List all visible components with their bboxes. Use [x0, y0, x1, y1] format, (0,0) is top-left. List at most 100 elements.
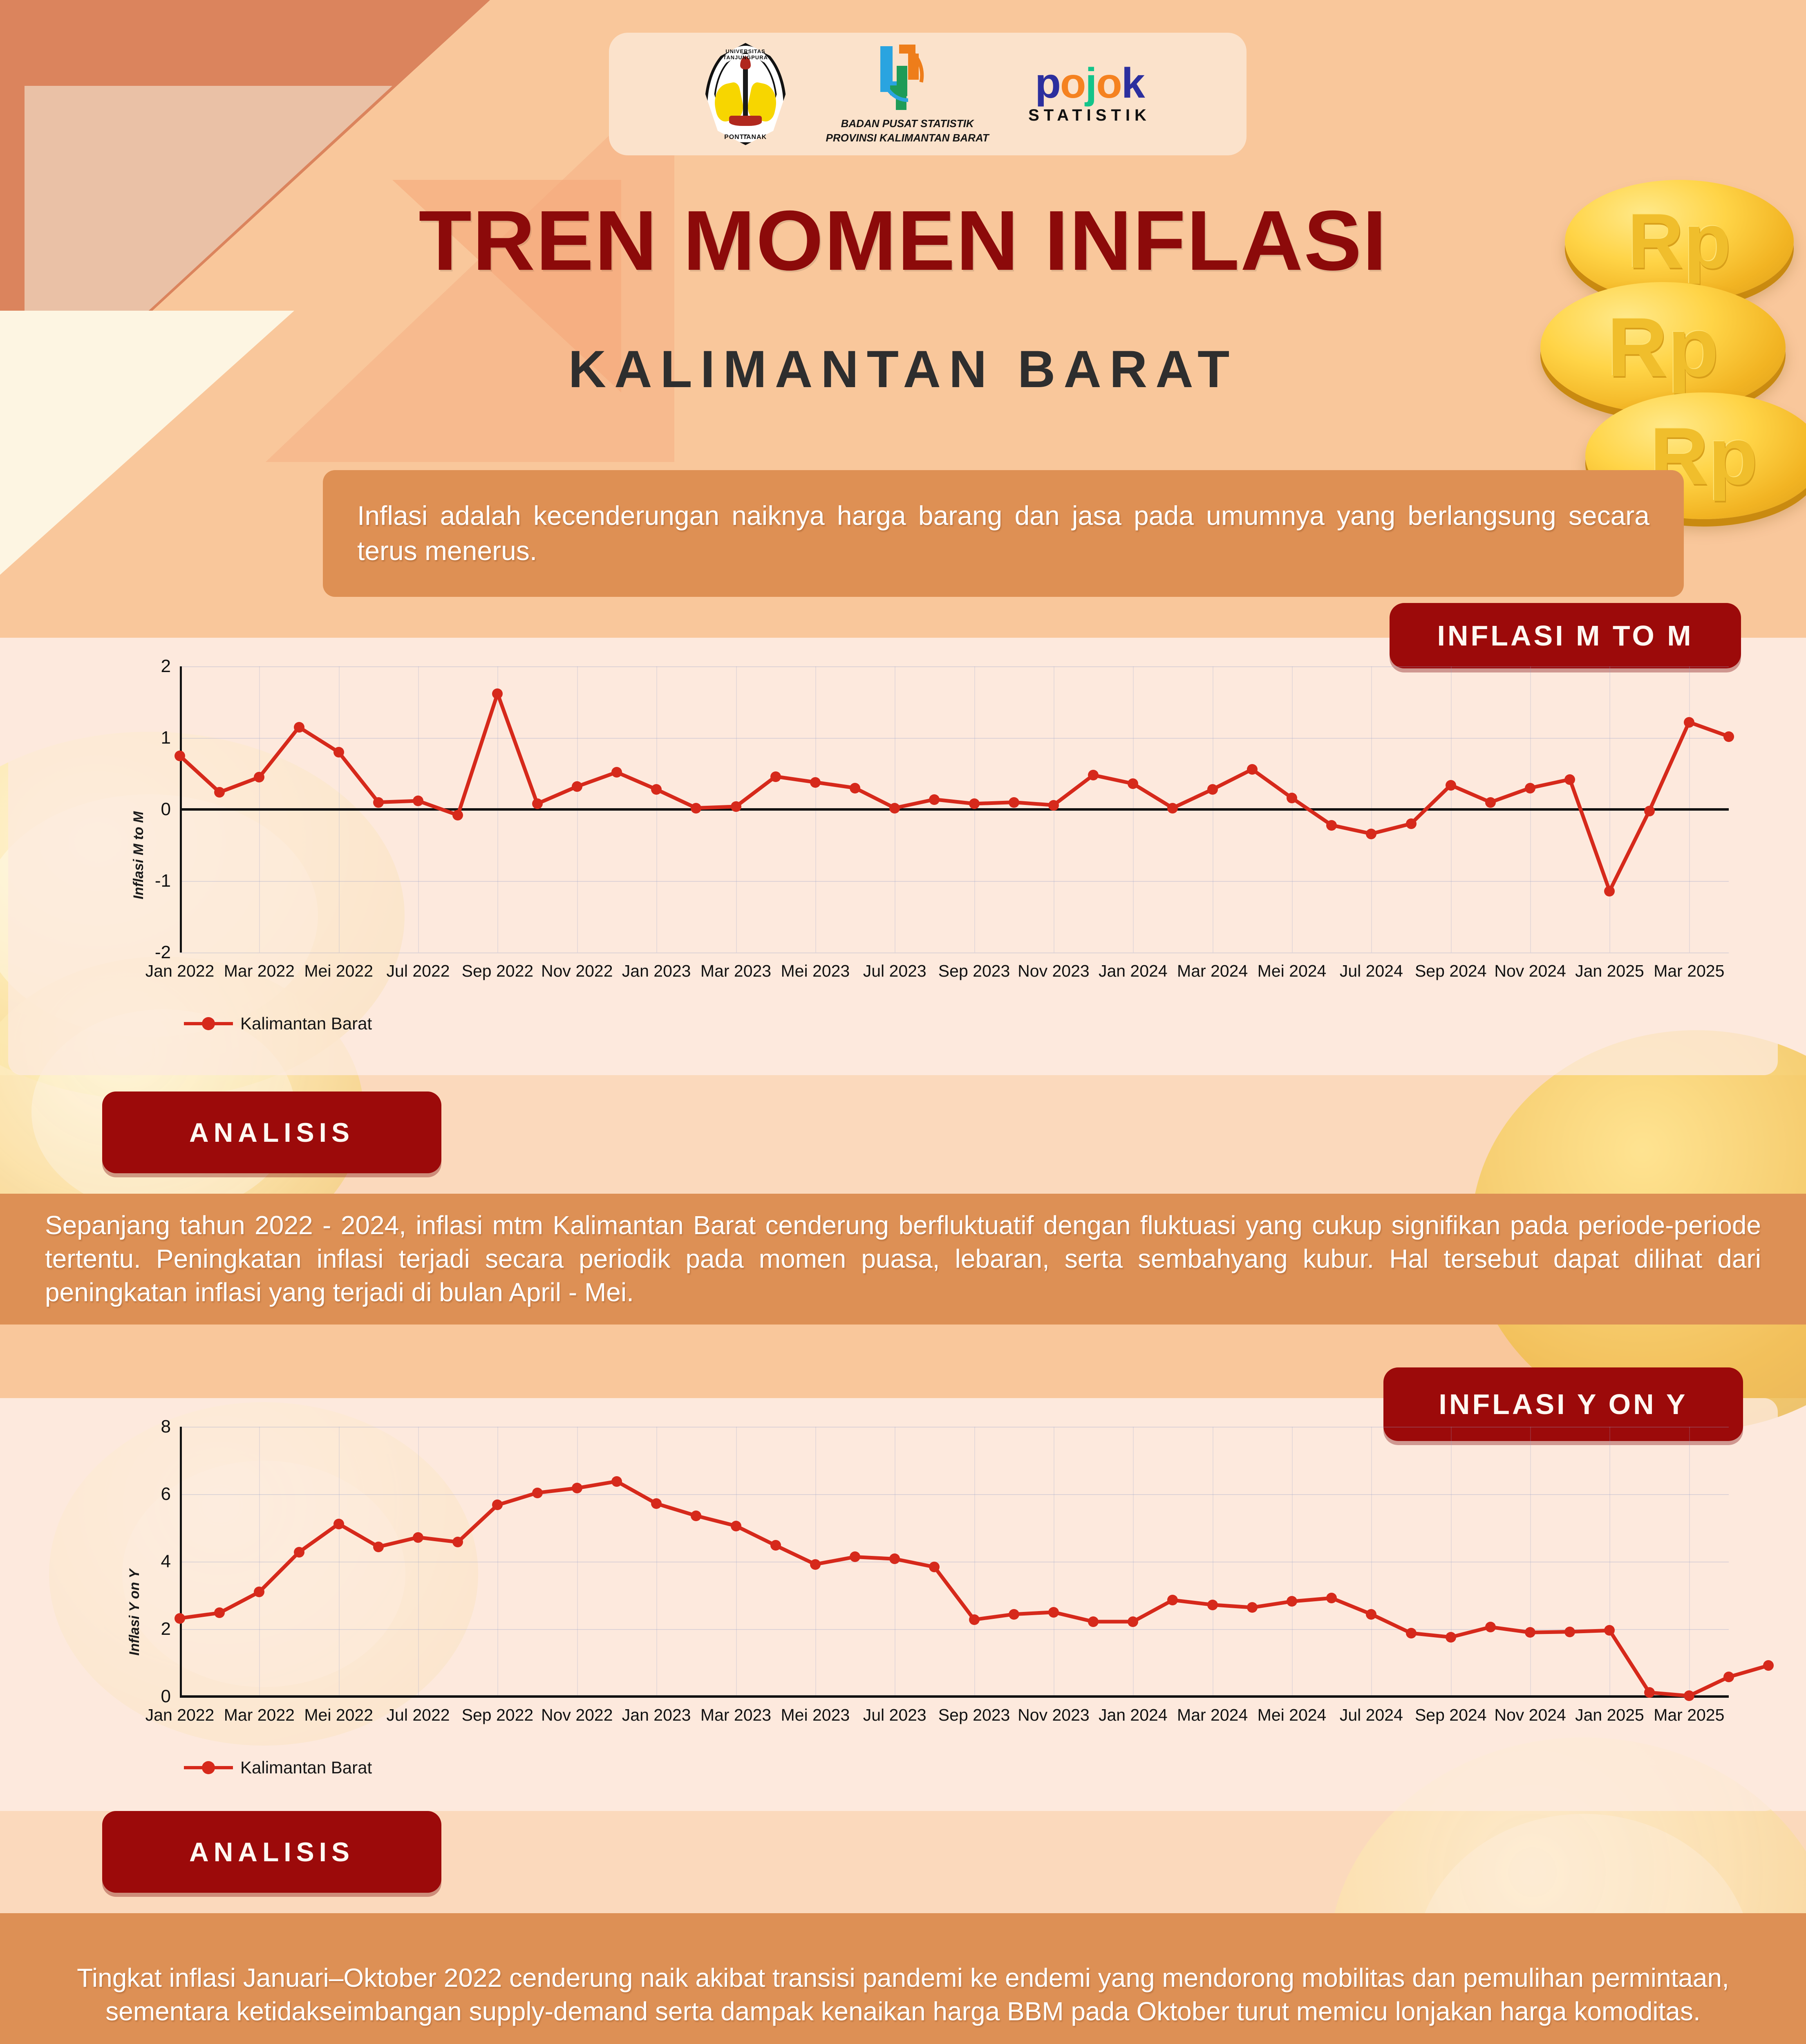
x-axis-tick-label: Mar 2022	[224, 961, 295, 980]
y-axis-tick-label: 1	[161, 728, 171, 748]
chart-m-to-m-legend: Kalimantan Barat	[184, 1014, 372, 1033]
grid-line-vertical	[1609, 1427, 1611, 1697]
badge-analisis-2: ANALISIS	[102, 1811, 441, 1893]
x-axis-tick-label: Mei 2022	[304, 1706, 374, 1724]
data-point	[214, 787, 225, 798]
untan-top-text: UNIVERSITAS TANJUNGPURA	[723, 48, 768, 61]
data-point	[1445, 780, 1456, 791]
x-axis-tick-label: Nov 2023	[1018, 961, 1090, 980]
grid-line-vertical	[1450, 1427, 1452, 1697]
data-point	[1525, 782, 1536, 793]
analysis-band-m-to-m: Sepanjang tahun 2022 - 2024, inflasi mtm…	[0, 1194, 1806, 1325]
grid-line-vertical	[418, 1427, 419, 1697]
data-point	[1644, 1687, 1655, 1698]
data-point	[1008, 797, 1019, 808]
x-axis	[180, 808, 1729, 811]
data-point	[492, 688, 503, 699]
data-point	[730, 1520, 741, 1531]
data-point	[1128, 1616, 1139, 1627]
x-axis-tick-label: Jan 2023	[622, 961, 691, 980]
bps-logo: BADAN PUSAT STATISTIK PROVINSI KALIMANTA…	[821, 43, 993, 145]
legend-label: Kalimantan Barat	[240, 1758, 372, 1777]
data-point	[1604, 1625, 1615, 1636]
x-axis-tick-label: Jul 2022	[386, 1706, 450, 1724]
grid-line-vertical	[1292, 1427, 1293, 1697]
data-point	[254, 772, 265, 783]
x-axis-tick-label: Mei 2022	[304, 961, 374, 980]
x-axis-tick-label: Mar 2023	[700, 1706, 772, 1724]
chart-y-on-y: Inflasi Y on Y 0 2 4 6 8 Jan 2022 Mar 2022 Mei …	[8, 1398, 1778, 1811]
data-point	[850, 1551, 861, 1562]
data-point	[1485, 797, 1496, 808]
page-title: TREN MOMEN INFLASI	[418, 193, 1388, 288]
x-axis-tick-label: Jul 2022	[386, 961, 450, 980]
definition-box: Inflasi adalah kecenderungan naiknya har…	[323, 470, 1684, 597]
y-axis-tick-label: 0	[161, 1686, 171, 1706]
x-axis-tick-label: Nov 2024	[1494, 961, 1566, 980]
x-axis-tick-label: Mei 2024	[1257, 961, 1327, 980]
data-point	[571, 781, 582, 792]
x-axis-tick-label: Mar 2024	[1177, 1706, 1248, 1724]
x-axis-tick-label: Jan 2025	[1575, 961, 1644, 980]
chart-y-on-y-legend: Kalimantan Barat	[184, 1758, 372, 1777]
grid-line-vertical	[974, 1427, 975, 1697]
data-point	[413, 796, 424, 806]
x-axis-tick-label: Jan 2025	[1575, 1706, 1644, 1724]
grid-line-vertical	[1530, 1427, 1531, 1697]
grid-line	[180, 881, 1729, 882]
pojok-subtitle: STATISTIK	[1028, 106, 1151, 124]
data-point	[452, 810, 463, 820]
x-axis-tick-label: Mei 2023	[781, 1706, 850, 1724]
analysis-text-m-to-m: Sepanjang tahun 2022 - 2024, inflasi mtm…	[45, 1210, 1761, 1307]
x-axis-tick-label: Jan 2022	[145, 1706, 215, 1724]
y-axis-tick-label: -2	[154, 942, 171, 962]
x-axis-tick-label: Jul 2024	[1339, 961, 1403, 980]
definition-text: Inflasi adalah kecenderungan naiknya har…	[357, 500, 1649, 566]
data-point	[175, 750, 185, 761]
legend-line-marker	[184, 1022, 233, 1025]
data-point	[1128, 778, 1139, 789]
x-axis-tick-label: Sep 2024	[1414, 1706, 1487, 1724]
series-line	[178, 1479, 1770, 1698]
data-point	[254, 1587, 265, 1598]
grid-line-vertical	[1689, 1427, 1690, 1697]
data-point	[1366, 828, 1377, 839]
x-axis-tick-label: Nov 2022	[541, 1706, 613, 1724]
x-axis-tick-label: Jan 2024	[1098, 961, 1168, 980]
y-axis-tick-label: 2	[161, 656, 171, 676]
data-point	[1207, 1599, 1218, 1610]
chart-panel-y-on-y	[8, 1398, 1778, 1811]
data-point	[969, 1614, 980, 1625]
chart-y-on-y-plot: 0 2 4 6 8 Jan 2022 Mar 2022 Mei 2022 Jul 2022 Sep…	[145, 1416, 1774, 1724]
data-point	[1405, 1627, 1417, 1638]
x-axis-tick-label: Jul 2023	[863, 1706, 926, 1724]
data-point	[810, 1559, 821, 1570]
data-point	[1723, 731, 1734, 742]
data-point	[571, 1483, 582, 1494]
x-axis	[180, 1695, 1729, 1698]
data-point	[889, 802, 900, 814]
bps-line-1: BADAN PUSAT STATISTIK	[841, 117, 974, 130]
data-point	[929, 794, 940, 805]
x-axis-tick-label: Jan 2022	[145, 961, 215, 980]
grid-line-vertical	[656, 1427, 658, 1697]
grid-line	[180, 1427, 1729, 1428]
data-point	[1326, 1593, 1337, 1604]
data-point	[333, 747, 344, 758]
data-point	[1247, 1602, 1258, 1613]
x-axis-tick-label: Mar 2025	[1654, 961, 1725, 980]
data-point	[373, 1541, 384, 1552]
x-axis-tick-label: Sep 2023	[938, 1706, 1010, 1724]
data-point	[532, 1487, 543, 1498]
y-axis-tick-label: 6	[161, 1484, 171, 1504]
data-point	[1287, 1596, 1298, 1607]
data-point	[611, 1476, 622, 1487]
data-point	[810, 777, 821, 788]
chart-panel-m-to-m	[8, 638, 1778, 1075]
legend-line-marker	[184, 1766, 233, 1769]
badge-inflasi-m-to-m: INFLASI M TO M	[1390, 603, 1741, 668]
legend-label: Kalimantan Barat	[240, 1014, 372, 1033]
data-point	[333, 1518, 344, 1529]
x-axis-tick-label: Sep 2022	[461, 1706, 534, 1724]
y-axis-tick-label: -1	[154, 871, 171, 891]
